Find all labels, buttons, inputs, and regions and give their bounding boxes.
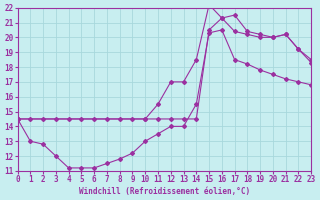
X-axis label: Windchill (Refroidissement éolien,°C): Windchill (Refroidissement éolien,°C) xyxy=(79,187,250,196)
